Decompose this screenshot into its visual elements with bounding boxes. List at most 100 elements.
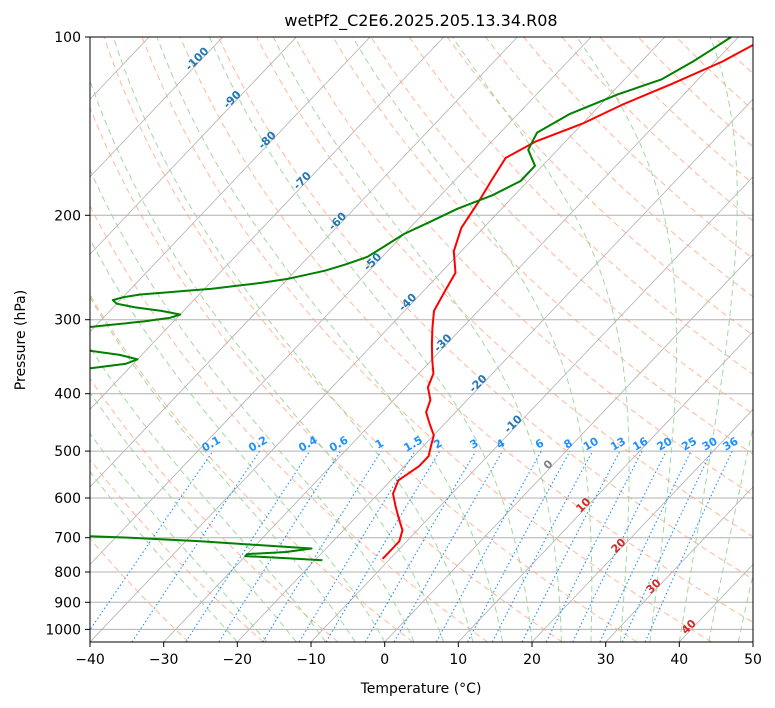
dry-adiabat-line [90, 458, 264, 642]
mixing-ratio-label: 6 [533, 436, 546, 451]
isotherm-line [90, 37, 518, 488]
dewpoint-profile-line [90, 37, 732, 562]
y-axis-title: Pressure (hPa) [13, 290, 29, 390]
isotherm-label: 20 [609, 536, 629, 556]
axes: −40 −30 −20 −10 0 10 20 30 40 50 100 200 300 400 500 60… [45, 30, 762, 668]
chart-title: wetPf2_C2E6.2025.205.13.34.R08 [284, 11, 557, 31]
dry-adiabat-line [90, 293, 414, 642]
x-tick-label: −40 [75, 652, 105, 668]
moist-adiabat-line [90, 346, 327, 642]
isotherm-label: -100 [183, 44, 212, 73]
mixing-ratio-label: 2 [431, 437, 444, 452]
isotherm-line [90, 37, 224, 178]
moist-adiabat-line [90, 432, 268, 642]
isotherm-line [90, 37, 592, 566]
dry-adiabat-line [332, 37, 753, 455]
y-tick-label: 600 [54, 491, 81, 507]
isotherm-label: -20 [466, 372, 489, 395]
dry-adiabat-line [90, 106, 563, 642]
x-tick-label: 40 [670, 652, 688, 668]
x-tick-label: 0 [380, 652, 389, 668]
isotherm-line [605, 486, 753, 642]
isotherm-label: -80 [256, 128, 279, 151]
moist-adiabat-line [708, 424, 753, 642]
y-tick-label: 300 [54, 313, 81, 329]
mixing-ratio-line [572, 450, 667, 642]
isotherm-label: -30 [431, 331, 454, 354]
dry-adiabat-line [179, 37, 753, 623]
dry-adiabat-line [752, 37, 753, 39]
dry-adiabat-line [637, 37, 753, 148]
dry-adiabat-line [523, 37, 753, 260]
y-tick-label: 1000 [45, 622, 81, 638]
mixing-ratio-line [393, 450, 503, 642]
moist-adiabat-line [737, 573, 753, 642]
isotherm-label: 30 [644, 576, 664, 596]
dry-adiabat-line [90, 204, 488, 642]
x-tick-label: −20 [223, 652, 253, 668]
dry-adiabat-line [408, 37, 753, 375]
isotherm-line [384, 253, 753, 642]
moist-adiabat-line [90, 238, 386, 642]
dry-adiabat-line [446, 37, 753, 336]
y-tick-label: 800 [54, 565, 81, 581]
mixing-ratio-line [262, 450, 382, 642]
plot-frame [89, 36, 754, 643]
moist-adiabat-line [156, 37, 503, 642]
isotherm-label: -90 [221, 88, 244, 111]
y-tick-label: 700 [54, 531, 81, 547]
temperature-profile-line [381, 43, 753, 560]
mixing-ratio-line [545, 450, 643, 642]
moist-adiabat-line [576, 37, 678, 642]
y-tick-label: 100 [54, 30, 81, 46]
dry-adiabat-line [485, 37, 753, 298]
dry-adiabat-line [103, 37, 638, 642]
isotherm-line [458, 331, 753, 642]
dry-adiabat-line [370, 37, 753, 415]
x-tick-label: 50 [744, 652, 762, 668]
mixing-ratio-line [298, 450, 416, 642]
mixing-ratio-line [644, 450, 733, 642]
x-tick-label: 10 [449, 652, 467, 668]
mixing-ratio-line [218, 450, 341, 642]
dry-adiabat-line [90, 537, 190, 642]
moist-adiabat-line [452, 37, 630, 642]
plot-area [0, 37, 753, 642]
x-tick-label: −30 [149, 652, 179, 668]
isotherm-label: 40 [679, 617, 699, 637]
y-tick-label: 400 [54, 387, 81, 403]
dry-adiabat-line [561, 37, 753, 222]
y-tick-label: 900 [54, 595, 81, 611]
isotherm-line [531, 408, 753, 642]
moist-adiabat-line [678, 37, 738, 642]
isotherm-line [90, 37, 371, 333]
y-tick-label: 200 [54, 208, 81, 224]
mixing-ratio-line [467, 450, 571, 642]
isotherm-line [0, 37, 75, 642]
x-tick-label: 20 [523, 652, 541, 668]
dry-adiabat-line [714, 37, 753, 75]
moist-adiabat-line [208, 37, 533, 642]
isotherm-line [90, 37, 445, 410]
mixing-ratio-line [325, 450, 441, 642]
isotherm-line [90, 37, 297, 255]
mixing-ratio-label: 1 [373, 437, 386, 452]
isotherm-line [237, 98, 753, 642]
isotherm-label: -50 [361, 250, 384, 273]
isotherm-line [163, 37, 739, 642]
dry-adiabat-line [256, 37, 753, 538]
mixing-ratio-line [435, 450, 542, 642]
moist-adiabat-line [90, 470, 238, 642]
moist-adiabat-line [352, 37, 593, 642]
mixing-ratio-line [185, 450, 311, 642]
mixing-ratio-line [90, 450, 214, 631]
x-tick-label: 30 [597, 652, 615, 668]
x-axis-title: Temperature (°C) [360, 681, 482, 697]
isotherm-label: -60 [326, 209, 349, 232]
mixing-ratio-label: 3 [468, 437, 481, 452]
x-tick-label: −10 [296, 652, 326, 668]
moist-adiabat-line [90, 168, 415, 642]
mixing-ratio-line [364, 450, 477, 642]
isotherm-line [0, 37, 2, 642]
